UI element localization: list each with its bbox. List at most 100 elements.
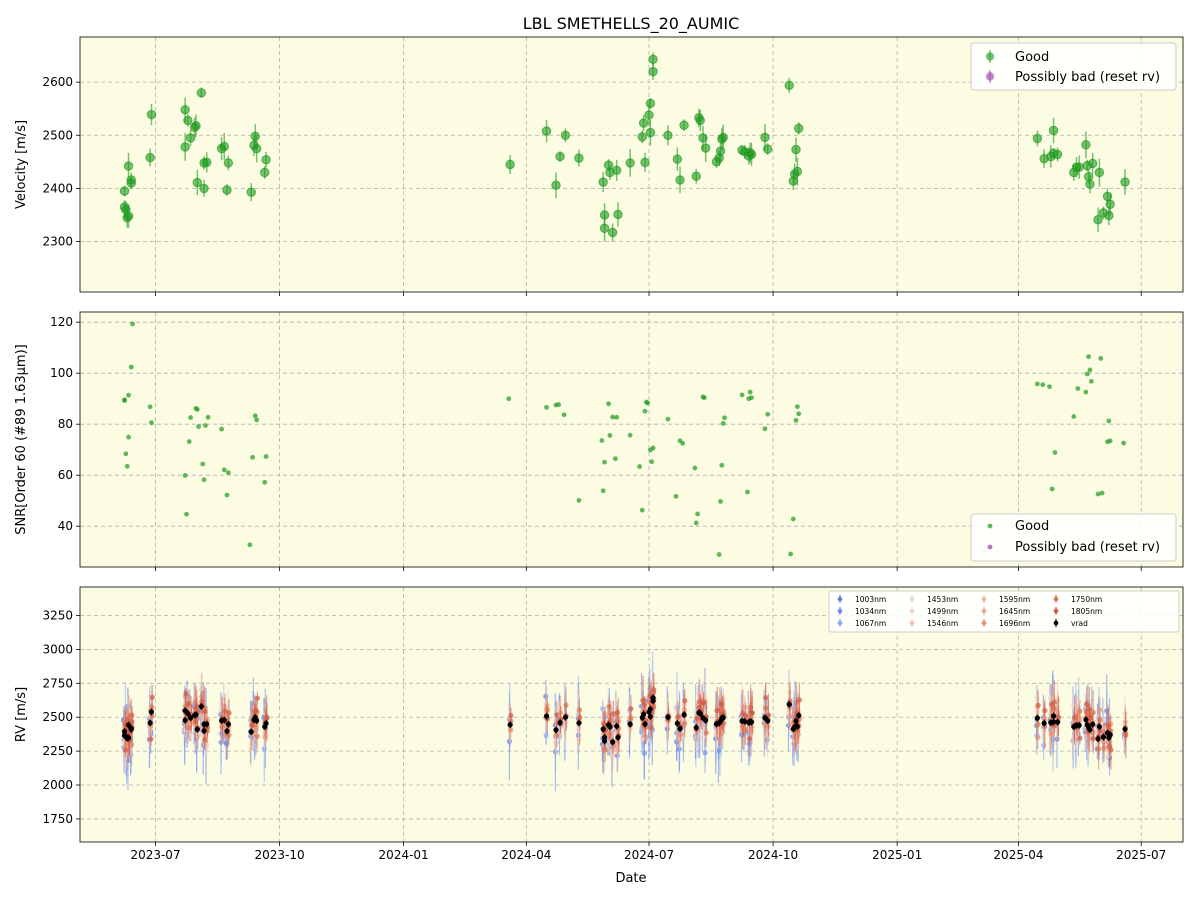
data-point	[145, 152, 155, 163]
legend-label: 1067nm	[855, 619, 886, 628]
data-point	[555, 151, 565, 162]
data-point	[642, 721, 648, 727]
data-point	[739, 392, 745, 398]
data-point	[185, 710, 191, 717]
data-point	[1083, 717, 1089, 723]
data-point	[691, 171, 701, 181]
data-point	[749, 395, 754, 401]
legend-marker	[837, 620, 843, 626]
data-point	[641, 711, 647, 717]
data-point	[1077, 708, 1083, 714]
data-point	[675, 713, 681, 720]
data-point	[184, 511, 189, 517]
legend-marker	[981, 620, 987, 626]
data-point	[701, 700, 707, 706]
gridlines	[80, 312, 1183, 567]
data-point	[796, 712, 802, 719]
data-point	[185, 725, 192, 731]
data-point	[1085, 179, 1095, 189]
data-point	[791, 144, 801, 155]
legend: 1003nm 1034nm 1067nm 1453nm 1499nm 1546nm 1595…	[828, 590, 1180, 633]
data-point	[784, 80, 794, 91]
data-point	[639, 507, 645, 513]
data-point	[1055, 714, 1061, 720]
legend-label-good: Good	[1015, 519, 1049, 534]
y-tick-label: 2500	[42, 128, 73, 142]
data-point	[718, 499, 723, 504]
data-point	[693, 725, 699, 731]
data-point	[1108, 747, 1114, 753]
snr-points	[122, 321, 1127, 557]
data-point	[722, 415, 727, 421]
legend-marker-bad	[987, 544, 993, 550]
legend-label: 1546nm	[927, 619, 958, 628]
x-tick-label: 2025-04	[993, 848, 1043, 862]
data-point	[1096, 724, 1102, 730]
data-point	[1121, 440, 1127, 446]
data-point	[637, 464, 642, 469]
data-point	[505, 159, 515, 170]
data-point	[1098, 356, 1104, 361]
data-point	[602, 747, 608, 753]
data-point	[607, 724, 613, 730]
data-point	[1040, 382, 1046, 388]
data-point	[263, 454, 269, 459]
data-point	[614, 723, 620, 729]
data-point	[199, 183, 209, 194]
data-point	[1122, 726, 1128, 732]
data-point	[1048, 125, 1059, 136]
legend-marker	[909, 608, 915, 614]
data-point	[675, 175, 685, 185]
data-point	[1088, 378, 1094, 384]
data-point	[719, 462, 725, 468]
data-point	[716, 552, 722, 557]
x-tick-label: 2025-01	[872, 848, 922, 862]
data-point	[674, 720, 680, 726]
data-point	[648, 54, 658, 65]
data-point	[247, 542, 253, 548]
data-point	[225, 470, 231, 476]
data-point	[792, 166, 803, 177]
data-point	[119, 186, 130, 196]
data-point	[187, 715, 194, 721]
x-tick-label: 2024-01	[379, 848, 429, 862]
y-tick-label: 2400	[42, 181, 73, 195]
data-point	[606, 401, 611, 407]
data-point	[762, 426, 768, 432]
data-point	[147, 404, 153, 410]
y-axis-label: SNR[Order 60 (#89 1.63μm)]	[14, 344, 29, 535]
data-point	[1050, 719, 1057, 725]
data-point	[194, 407, 200, 412]
legend-box	[828, 590, 1180, 633]
data-point	[557, 720, 563, 726]
data-point	[124, 463, 130, 469]
y-tick-label: 2500	[42, 710, 73, 724]
data-point	[577, 715, 583, 721]
data-point	[1051, 699, 1057, 706]
data-point	[121, 728, 128, 735]
data-point	[541, 126, 552, 136]
data-point	[261, 155, 271, 165]
data-point	[543, 732, 549, 739]
data-point	[1032, 133, 1043, 144]
legend-label: 1453nm	[927, 595, 958, 604]
data-point	[1086, 354, 1092, 360]
data-point	[600, 488, 606, 494]
data-point	[640, 157, 650, 168]
data-point	[1106, 418, 1112, 424]
rv-points	[121, 651, 1129, 792]
velocity-panel: 2300 2400 2500 2600 Velocity [m/s] Good Possib…	[14, 36, 1184, 296]
data-point	[642, 408, 648, 414]
legend-label: 1034nm	[855, 607, 886, 616]
data-point	[650, 698, 656, 704]
legend-box	[970, 513, 1177, 562]
data-point	[1050, 713, 1057, 719]
legend-label: 1645nm	[999, 607, 1030, 616]
data-point	[644, 110, 654, 120]
data-point	[248, 729, 254, 735]
data-point	[793, 417, 799, 423]
data-point	[697, 710, 703, 717]
x-tick-label: 2024-10	[748, 848, 798, 862]
data-point	[663, 130, 673, 140]
data-point	[553, 732, 560, 738]
